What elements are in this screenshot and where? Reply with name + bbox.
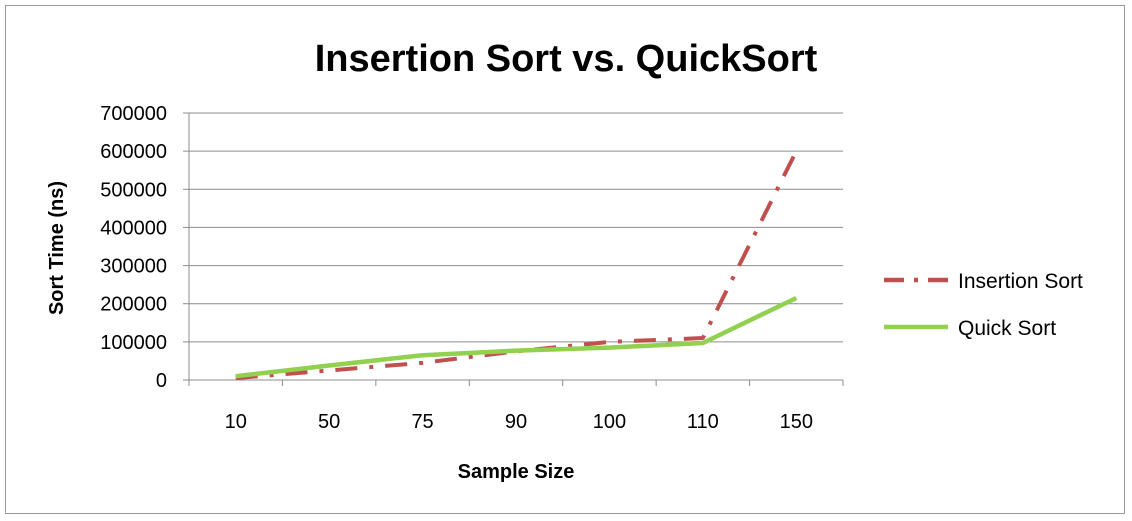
series-line-1 xyxy=(235,150,799,381)
y-tick-label: 0 xyxy=(156,370,167,392)
y-tick-label: 500000 xyxy=(100,179,167,201)
legend-label: Quick Sort xyxy=(958,317,1056,340)
y-tick-label: 700000 xyxy=(100,103,167,125)
gridlines xyxy=(183,112,843,381)
series-line-2 xyxy=(235,295,798,379)
series-lines xyxy=(235,150,799,381)
axes xyxy=(188,113,844,386)
x-tick-label: 10 xyxy=(225,411,247,433)
x-tick-label: 90 xyxy=(505,411,527,433)
legend-label: Insertion Sort xyxy=(958,270,1083,293)
x-tick-label: 100 xyxy=(593,411,626,433)
y-axis-title: Sort Time (ns) xyxy=(46,181,68,315)
y-tick-label: 400000 xyxy=(100,217,167,239)
chart-frame xyxy=(5,5,1125,514)
legend: Insertion Sort Quick Sort xyxy=(884,270,1083,340)
y-tick-label: 200000 xyxy=(100,294,167,316)
x-tick-label: 150 xyxy=(780,411,813,433)
y-tick-label: 300000 xyxy=(100,256,167,278)
y-tick-label: 600000 xyxy=(100,141,167,163)
x-tick-labels: 10 50 75 90 100 110 150 xyxy=(225,411,813,433)
x-tick-label: 110 xyxy=(687,411,719,433)
x-tick-label: 50 xyxy=(318,411,340,433)
y-tick-label: 100000 xyxy=(100,332,167,354)
x-tick-label: 75 xyxy=(411,411,433,433)
x-axis-title: Sample Size xyxy=(458,461,575,483)
y-tick-labels: 0 100000 200000 300000 400000 500000 600000 700… xyxy=(100,103,167,392)
chart-title: Insertion Sort vs. QuickSort xyxy=(315,38,818,80)
